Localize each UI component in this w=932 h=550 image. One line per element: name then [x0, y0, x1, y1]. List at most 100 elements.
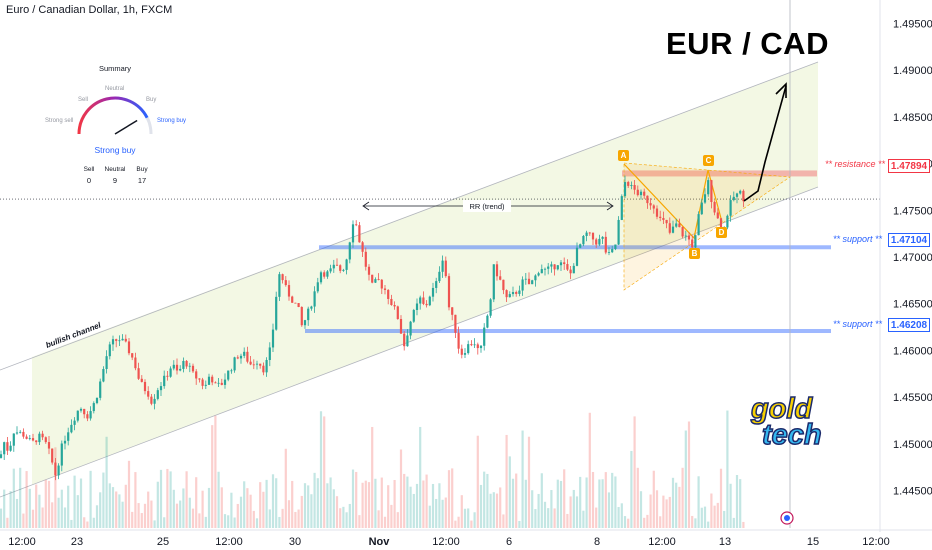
candle-body: [655, 208, 659, 217]
volume-bar: [591, 471, 595, 528]
candle-body: [195, 371, 198, 379]
candle-body: [697, 214, 700, 236]
volume-bar: [572, 489, 575, 528]
pattern-point-a: A: [618, 150, 629, 161]
volume-bar: [447, 470, 451, 528]
candle-body: [473, 344, 476, 346]
candle-body: [451, 307, 454, 315]
volume-bar: [54, 447, 57, 528]
volume-bar: [515, 473, 518, 528]
volume-bar: [406, 476, 409, 528]
volume-bar: [703, 506, 707, 528]
candle-body: [515, 292, 518, 294]
volume-bar: [300, 495, 303, 528]
volume-bar: [620, 503, 623, 528]
candle-body: [358, 225, 361, 243]
candle-body: [726, 215, 729, 228]
candle-body: [31, 438, 35, 441]
candle-body: [467, 344, 470, 354]
volume-bar: [390, 504, 393, 528]
candle-body: [419, 297, 422, 304]
y-tick-label: 1.48500: [893, 112, 932, 124]
volume-bar: [111, 487, 115, 528]
gauge-label: Strong buy: [157, 118, 186, 124]
volume-bar: [99, 492, 102, 528]
volume-bar: [259, 482, 262, 528]
pattern-area: [623, 162, 791, 291]
candle-body: [233, 357, 236, 371]
candle-body: [598, 238, 601, 245]
volume-bar: [665, 499, 668, 528]
candle-body: [415, 303, 419, 310]
candle-body: [99, 381, 102, 398]
candle-body: [345, 259, 348, 270]
candle-body: [675, 223, 678, 227]
candle-body: [291, 296, 294, 303]
volume-bar: [319, 411, 323, 528]
candle-body: [355, 224, 358, 226]
count-label: Sell: [84, 166, 95, 173]
volume-bar: [371, 426, 374, 528]
volume-bar: [6, 517, 9, 528]
x-tick-label: 15: [807, 536, 819, 548]
candle-body: [441, 260, 444, 272]
volume-bar: [351, 469, 355, 528]
candle-body: [390, 298, 393, 306]
candle-body: [79, 408, 83, 411]
candle-body: [566, 264, 569, 270]
volume-bar: [668, 496, 671, 528]
candle-body: [204, 384, 207, 386]
x-tick-label: 6: [506, 536, 512, 548]
support-line: [319, 245, 831, 250]
volume-bar: [198, 513, 201, 528]
volume-bar: [323, 416, 326, 528]
volume-bar: [220, 487, 223, 528]
resistance-line: [622, 170, 817, 177]
candle-body: [518, 290, 521, 294]
volume-bar: [611, 472, 614, 528]
candle-body: [67, 432, 70, 441]
triangle-pattern: [623, 162, 791, 291]
candle-body: [163, 375, 166, 387]
candle-body: [377, 279, 380, 280]
pattern-point-b: B: [689, 248, 700, 259]
volume-bar: [614, 476, 617, 528]
candle-body: [399, 319, 403, 334]
candle-body: [604, 236, 607, 253]
volume-bar: [604, 472, 607, 528]
volume-bar: [691, 515, 694, 528]
volume-bar: [457, 516, 460, 528]
volume-bar: [588, 412, 591, 528]
candle-body: [505, 290, 508, 298]
volume-bars: [0, 410, 745, 528]
volume-bar: [140, 513, 143, 528]
volume-bar: [415, 483, 419, 528]
volume-bar: [131, 511, 134, 528]
volume-bar: [102, 472, 105, 528]
volume-bar: [89, 470, 92, 528]
candle-body: [316, 282, 319, 292]
y-tick-label: 1.49000: [893, 65, 932, 77]
candle-body: [543, 268, 547, 270]
candle-body: [143, 381, 147, 392]
volume-bar: [358, 515, 361, 528]
volume-bar: [79, 478, 83, 528]
pattern-point-d: D: [716, 227, 727, 238]
candle-body: [707, 180, 710, 195]
volume-bar: [649, 494, 652, 528]
x-tick-label: 23: [71, 536, 83, 548]
candle-body: [601, 236, 604, 239]
candle-body: [348, 242, 351, 260]
candle-body: [297, 303, 300, 307]
candle-body: [412, 309, 415, 322]
event-marker-dot: [784, 515, 790, 521]
volume-bar: [332, 489, 335, 528]
volume-bar: [239, 496, 243, 528]
x-tick-label: 12:00: [432, 536, 460, 548]
volume-bar: [435, 498, 438, 528]
volume-bar: [547, 508, 550, 528]
x-tick-label: 12:00: [862, 536, 890, 548]
volume-bar: [438, 483, 441, 528]
volume-bar: [294, 511, 297, 528]
